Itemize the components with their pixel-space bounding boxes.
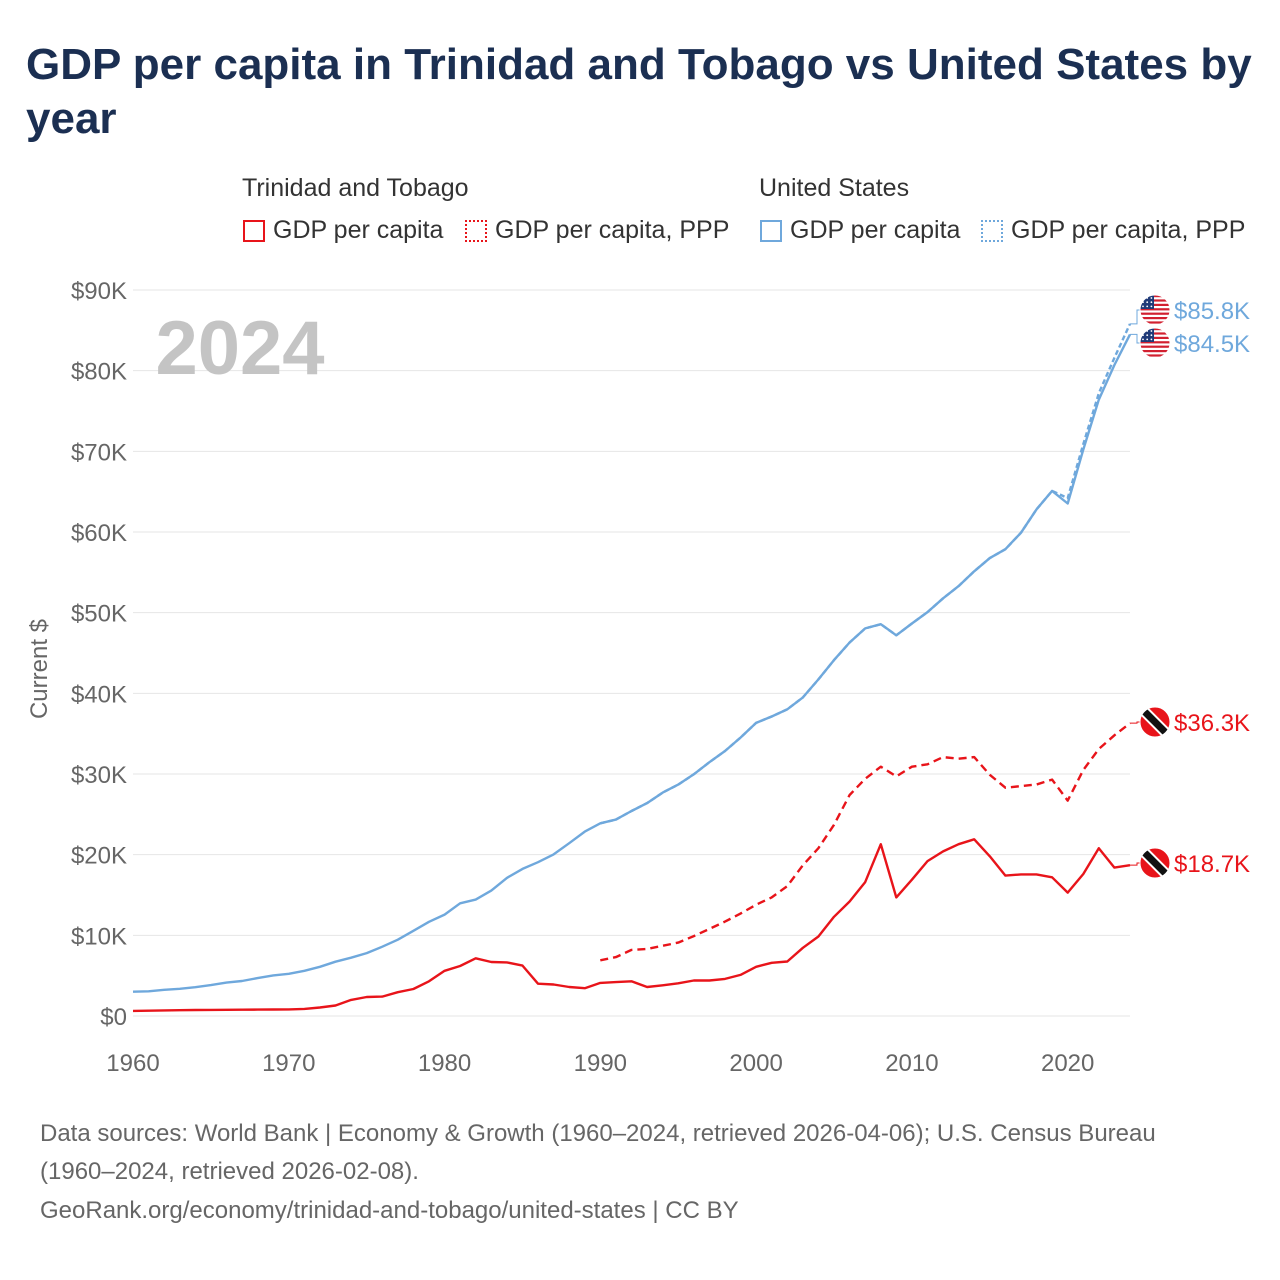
series-end-markers: $84.5K $85.8K $18.7K $36.3K (1130, 294, 1250, 879)
end-value-label: $36.3K (1174, 710, 1250, 737)
legend-item-label: GDP per capita (273, 216, 444, 244)
us-flag-icon (1139, 327, 1171, 359)
chart-title: GDP per capita in Trinidad and Tobago vs… (26, 40, 1252, 143)
legend-swatch-dotted (981, 219, 1003, 242)
series-line (132, 333, 1132, 993)
x-tick-label: 2010 (885, 1050, 938, 1077)
legend-group-title-tt: Trinidad and Tobago (242, 174, 469, 202)
legend-swatch-solid (760, 219, 782, 242)
legend-item-label: GDP per capita, PPP (495, 216, 730, 244)
year-watermark: 2024 (155, 306, 324, 391)
series-line (132, 838, 1131, 1013)
x-tick-label: 2000 (729, 1050, 782, 1077)
y-tick-label: $70K (71, 439, 127, 466)
legend-item-us-gdp-ppp[interactable]: GDP per capita, PPP (981, 216, 1245, 245)
grid-lines (133, 289, 1130, 1017)
x-tick-label: 1980 (418, 1050, 471, 1077)
y-tick-label: $0 (100, 1004, 127, 1031)
x-tick-label: 1960 (106, 1050, 159, 1077)
legend-item-tt-gdp[interactable]: GDP per capita (243, 216, 443, 245)
legend-swatch-solid (243, 219, 265, 242)
end-label-leader (1130, 309, 1140, 325)
legend-item-label: GDP per capita, PPP (1011, 216, 1246, 244)
y-tick-label: $60K (71, 520, 127, 547)
end-value-label: $85.8K (1174, 298, 1250, 325)
trinidad-flag-icon (1139, 847, 1171, 879)
trinidad-flag-icon (1139, 706, 1171, 738)
end-label-leader (1130, 333, 1140, 344)
x-tick-label: 1970 (262, 1050, 315, 1077)
source-line-1: Data sources: World Bank | Economy & Gro… (40, 1120, 1156, 1147)
x-tick-label: 2020 (1041, 1050, 1094, 1077)
y-tick-label: $10K (71, 923, 127, 950)
end-label-leader (1130, 721, 1140, 724)
legend-swatch-dotted (465, 219, 487, 242)
line-chart: $0 $10K $20K $30K $40K $50K $60K $70K $80K $90K 1… (71, 278, 1250, 1077)
series-lines (132, 323, 1132, 1013)
y-tick-label: $90K (71, 278, 127, 305)
x-tick-label: 1990 (574, 1050, 627, 1077)
legend-item-tt-gdp-ppp[interactable]: GDP per capita, PPP (465, 216, 729, 245)
end-value-label: $18.7K (1174, 851, 1250, 878)
source-link[interactable]: GeoRank.org/economy/trinidad-and-tobago/… (40, 1197, 739, 1224)
y-tick-label: $50K (71, 601, 127, 628)
end-value-label: $84.5K (1174, 331, 1250, 358)
source-line-2: (1960–2024, retrieved 2026-02-08). (40, 1158, 419, 1185)
x-axis-ticks: 1960 1970 1980 1990 2000 2010 2020 (106, 1050, 1094, 1077)
y-tick-label: $30K (71, 762, 127, 789)
y-tick-label: $40K (71, 681, 127, 708)
y-tick-label: $80K (71, 359, 127, 386)
y-axis-ticks: $0 $10K $20K $30K $40K $50K $60K $70K $80K $90K (71, 278, 127, 1031)
series-line (600, 323, 1132, 825)
legend-item-us-gdp[interactable]: GDP per capita (760, 216, 960, 245)
series-line (600, 722, 1131, 962)
y-tick-label: $20K (71, 843, 127, 870)
legend-group-title-us: United States (759, 174, 910, 202)
end-label-leader (1130, 862, 1140, 866)
legend-item-label: GDP per capita (790, 216, 961, 244)
us-flag-icon (1139, 294, 1171, 326)
